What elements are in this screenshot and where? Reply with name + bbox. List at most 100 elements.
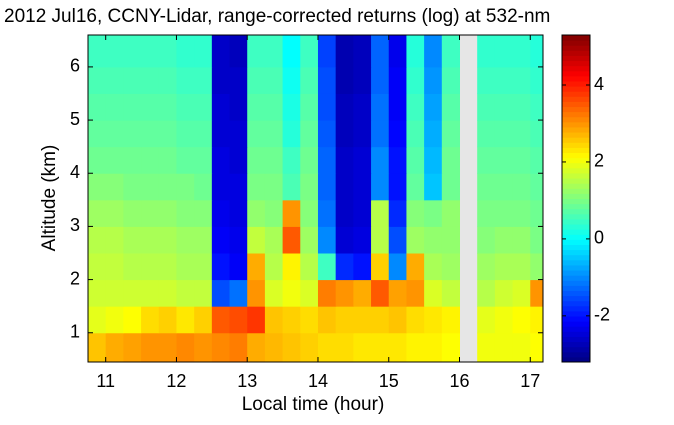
heatmap-cell <box>353 146 372 174</box>
heatmap-cell <box>353 279 372 307</box>
heatmap-cell <box>229 146 248 174</box>
heatmap-cell <box>371 66 390 94</box>
heatmap-cell <box>441 279 461 307</box>
colorbar-swatch <box>562 45 590 51</box>
heatmap-cell <box>441 306 461 334</box>
heatmap-cell <box>229 35 248 68</box>
heatmap-cell <box>247 332 266 363</box>
heatmap-cell <box>176 306 195 334</box>
heatmap-cell <box>335 120 354 148</box>
heatmap-cell <box>317 332 337 363</box>
heatmap-cell <box>247 306 266 334</box>
heatmap-cell <box>406 279 425 307</box>
heatmap-cell <box>477 306 496 334</box>
heatmap-cell <box>282 279 301 307</box>
heatmap-cell <box>494 93 514 121</box>
heatmap-cell <box>123 120 142 148</box>
heatmap-cell <box>424 66 443 94</box>
heatmap-cell <box>335 173 354 201</box>
heatmap-cell <box>264 93 284 121</box>
y-axis-label: Altitude (km) <box>39 145 60 252</box>
heatmap-cell <box>300 199 319 227</box>
heatmap-cell <box>105 173 124 201</box>
heatmap-cell <box>211 279 231 307</box>
heatmap-cell <box>141 226 160 254</box>
heatmap-cell <box>424 173 443 201</box>
heatmap-cell <box>512 279 531 307</box>
heatmap-cell <box>406 253 425 281</box>
heatmap-cell <box>388 146 407 174</box>
heatmap-cell <box>105 279 124 307</box>
colorbar-swatch <box>562 91 590 97</box>
heatmap-cell <box>176 332 195 363</box>
heatmap-cell <box>247 226 266 254</box>
heatmap-cell <box>88 226 107 254</box>
heatmap-cell <box>494 66 514 94</box>
plot-frame <box>87 34 544 363</box>
heatmap-cell <box>88 93 107 121</box>
heatmap-cell <box>494 35 514 68</box>
heatmap-cell <box>194 120 213 148</box>
colorbar-tick-label: 2 <box>594 151 604 171</box>
heatmap-cell <box>512 146 531 174</box>
heatmap-cell <box>264 146 284 174</box>
heatmap-cell <box>176 199 195 227</box>
heatmap-cell <box>264 306 284 334</box>
heatmap-cell <box>282 226 301 254</box>
heatmap-cell <box>388 226 407 254</box>
heatmap-cell <box>229 226 248 254</box>
heatmap-cell <box>264 253 284 281</box>
heatmap-cell <box>353 306 372 334</box>
heatmap-cell <box>141 332 160 363</box>
heatmap-cell <box>371 306 390 334</box>
heatmap-cell <box>388 306 407 334</box>
colorbar-swatch <box>562 270 590 276</box>
heatmap-cell <box>441 35 461 68</box>
colorbar-swatch <box>562 152 590 159</box>
colorbar-swatch <box>562 316 590 322</box>
heatmap-cell <box>371 93 390 121</box>
heatmap-cell <box>282 306 301 334</box>
x-tick-label: 12 <box>166 371 186 391</box>
colorbar-swatch <box>562 208 590 215</box>
heatmap-cell <box>158 306 177 334</box>
heatmap-cell <box>477 120 496 148</box>
heatmap-cell <box>282 93 301 121</box>
colorbar-swatch <box>562 326 590 332</box>
heatmap-cell <box>335 226 354 254</box>
heatmap-cell <box>105 66 124 94</box>
heatmap-cell <box>282 173 301 201</box>
heatmap-cell <box>388 332 407 363</box>
heatmap-cell <box>406 332 425 363</box>
heatmap-cell <box>406 226 425 254</box>
x-tick-label: 14 <box>308 371 328 391</box>
heatmap-cell <box>424 199 443 227</box>
heatmap-cell <box>530 253 544 281</box>
colorbar-tick-label: -2 <box>594 305 610 325</box>
heatmap-cell <box>123 199 142 227</box>
heatmap-cell <box>141 146 160 174</box>
heatmap-cell <box>194 66 213 94</box>
heatmap-cell <box>264 226 284 254</box>
y-tick-label: 4 <box>70 162 80 182</box>
heatmap-cell <box>424 146 443 174</box>
heatmap-cell <box>371 146 390 174</box>
y-tick-label: 2 <box>70 268 80 288</box>
heatmap-cell <box>123 66 142 94</box>
heatmap-cell <box>211 66 231 94</box>
colorbar-swatch <box>562 336 590 343</box>
heatmap-cell <box>353 120 372 148</box>
chart-title: 2012 Jul16, CCNY-Lidar, range-corrected … <box>4 6 550 27</box>
colorbar-swatch <box>562 254 590 261</box>
heatmap-cell <box>388 66 407 94</box>
heatmap-cell <box>247 66 266 94</box>
heatmap-cell <box>158 279 177 307</box>
colorbar-swatch <box>562 280 590 286</box>
heatmap-cell <box>211 93 231 121</box>
heatmap-cell <box>247 253 266 281</box>
heatmap-cell <box>264 199 284 227</box>
heatmap-cell <box>317 253 337 281</box>
heatmap-cell <box>406 306 425 334</box>
colorbar-swatch <box>562 275 590 281</box>
heatmap-cell <box>176 253 195 281</box>
